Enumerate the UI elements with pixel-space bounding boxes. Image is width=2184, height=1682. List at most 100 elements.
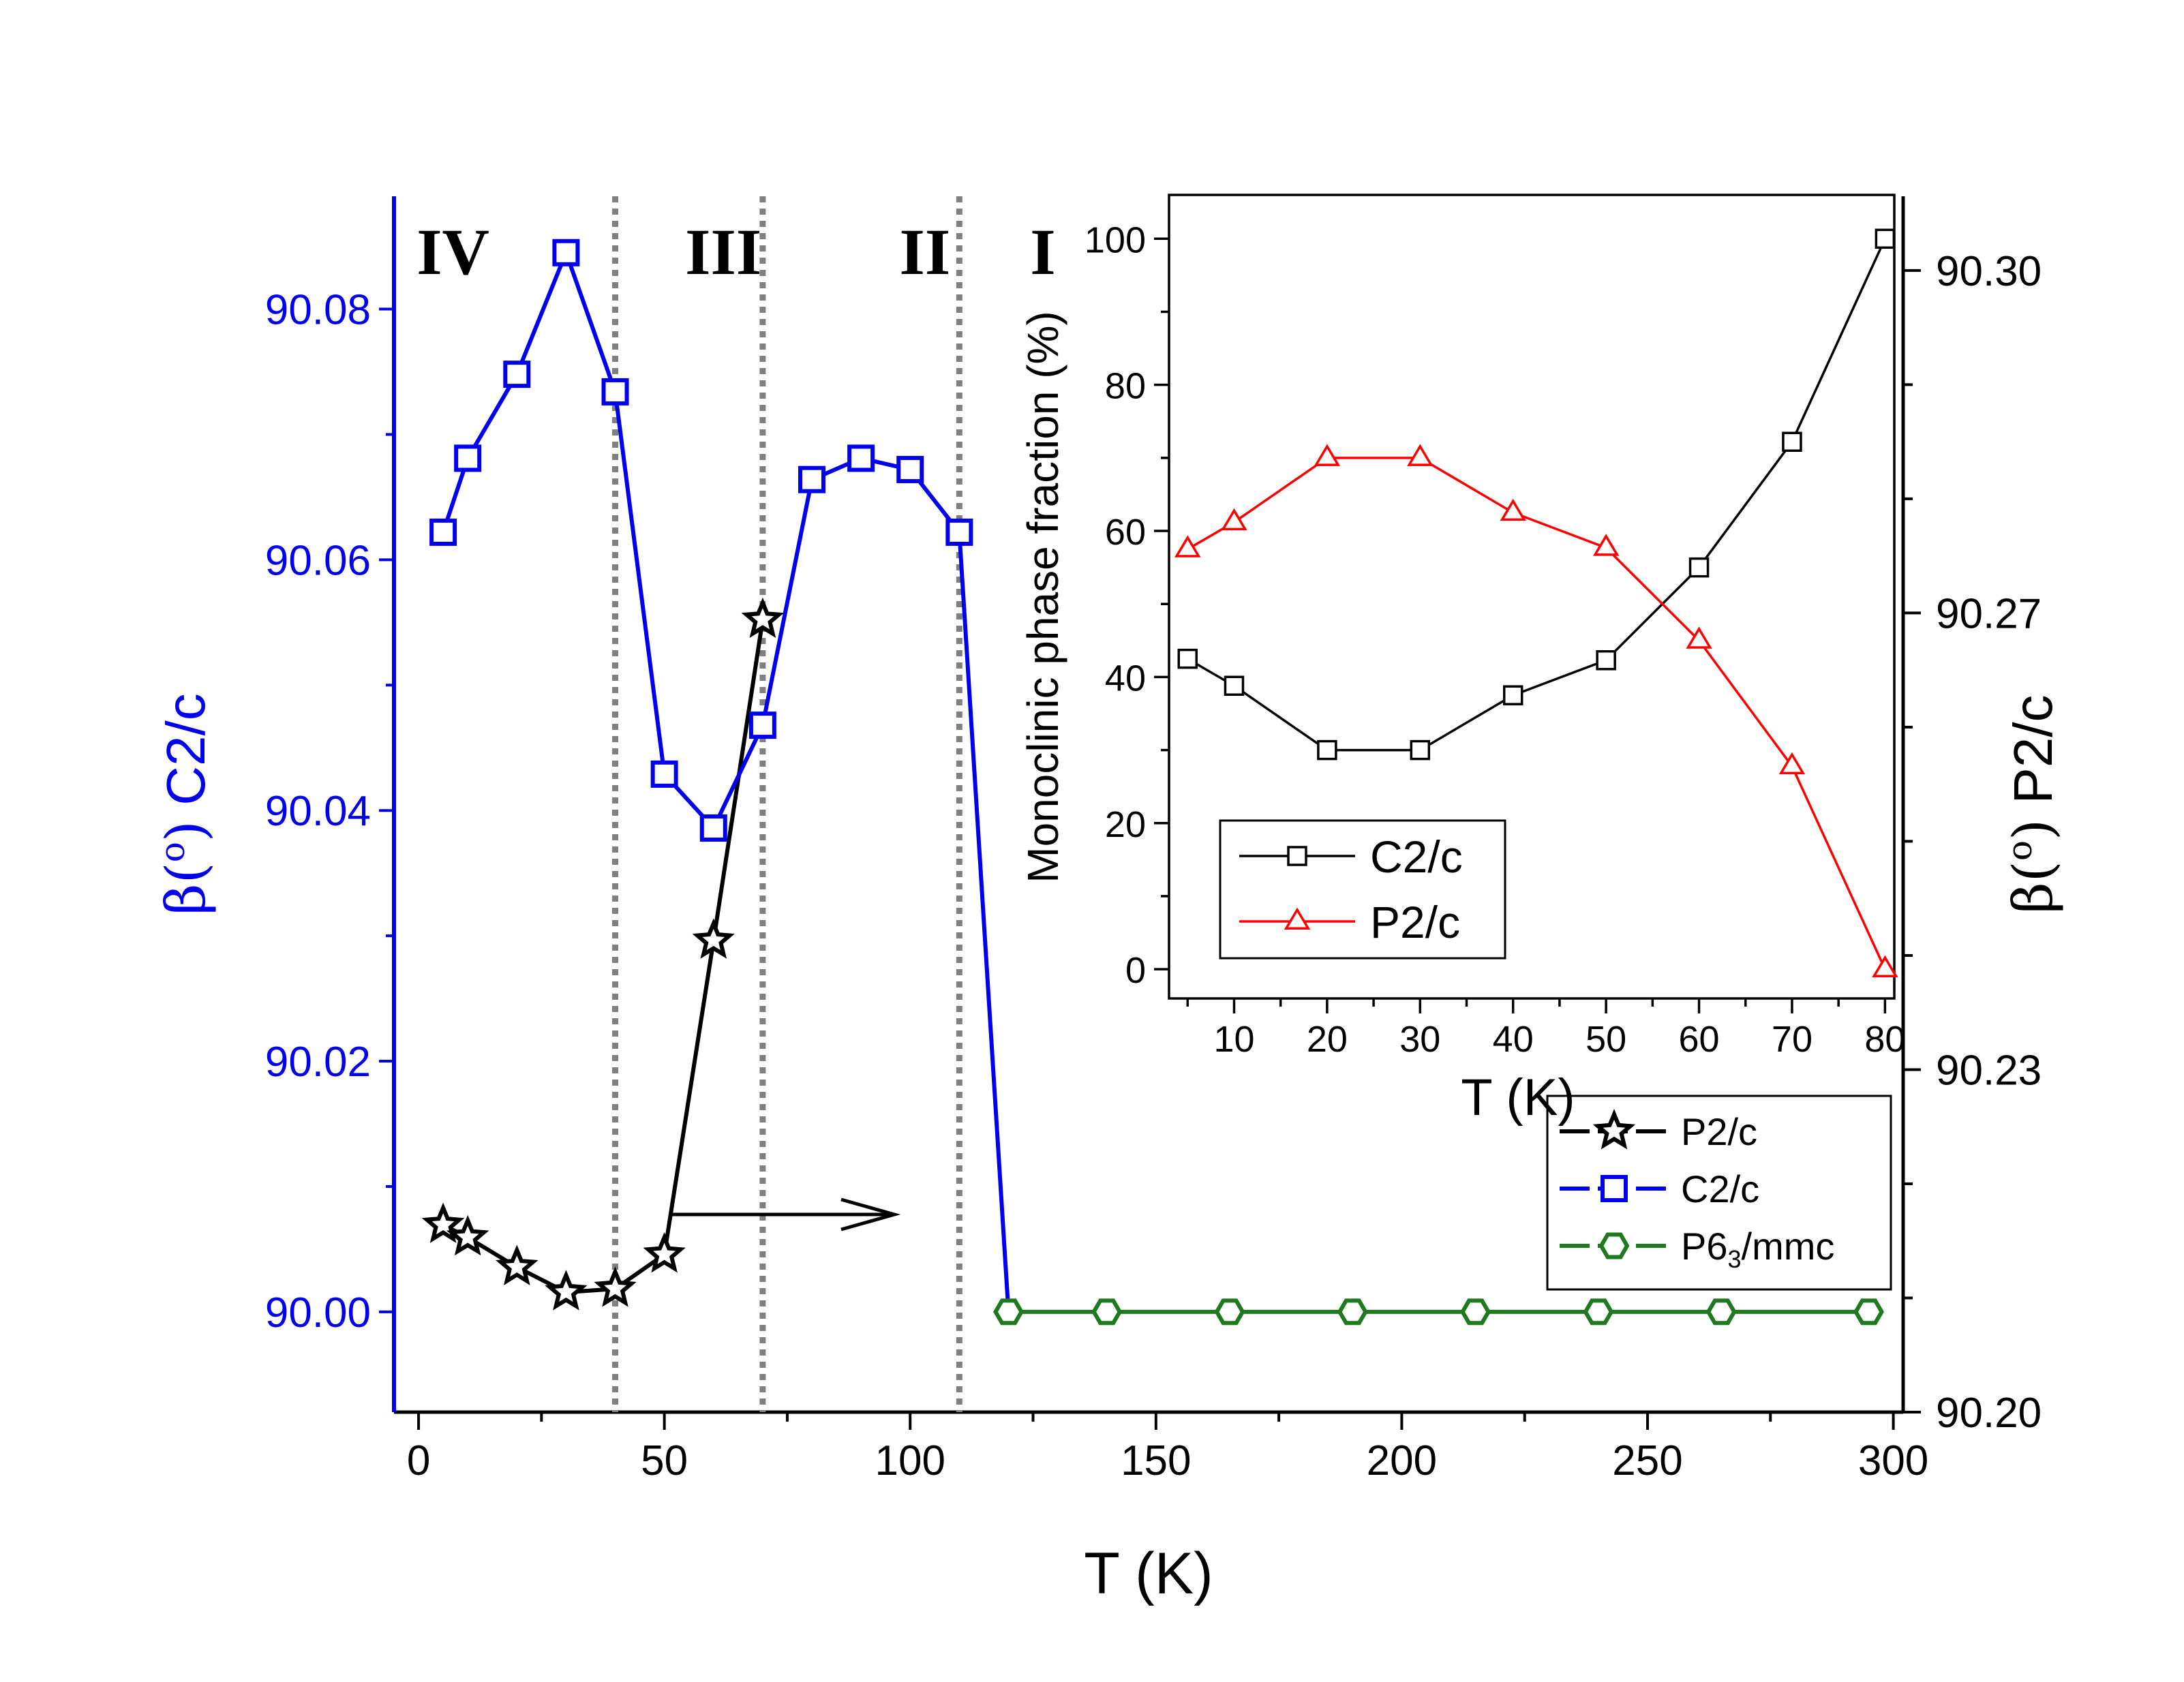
data-point — [1460, 1298, 1491, 1326]
data-point — [1337, 1298, 1368, 1326]
y-left-tick-label: 90.02 — [265, 1039, 371, 1086]
y-title-close: ) — [2001, 819, 2065, 840]
data-point — [503, 361, 531, 388]
y-right-tick-label: 90.20 — [1936, 1390, 2042, 1437]
inset-y-tick-label: 100 — [1085, 219, 1146, 260]
legend-marker — [1598, 1232, 1630, 1259]
y-right-axis-title: β(o) P2/c — [2000, 694, 2065, 913]
data-point — [496, 1244, 539, 1285]
inset-legend-box — [1219, 819, 1506, 960]
data-point — [741, 597, 785, 639]
data-point — [650, 760, 678, 788]
data-point — [1853, 1298, 1884, 1326]
data-point — [847, 444, 875, 472]
data-point — [699, 814, 727, 842]
y-left-tick-label: 90.06 — [265, 537, 371, 584]
legend-label-sub: 3 — [1728, 1245, 1742, 1273]
inset-y-tick-label: 40 — [1105, 658, 1146, 699]
region-label-IV: IV — [416, 215, 489, 288]
inset-x-tick-label: 70 — [1772, 1019, 1813, 1060]
x-tick-label: 100 — [875, 1437, 945, 1484]
data-point — [798, 465, 825, 493]
x-tick-label: 200 — [1367, 1437, 1437, 1484]
x-tick-label: 0 — [407, 1437, 430, 1484]
data-point — [446, 1214, 489, 1256]
inset-x-tick-label: 50 — [1586, 1019, 1626, 1060]
legend-marker — [1592, 1109, 1636, 1150]
data-point — [1091, 1298, 1123, 1326]
legend-label-base: P6 — [1681, 1225, 1728, 1268]
inset-y-tick-label: 20 — [1105, 804, 1146, 845]
inset-x-tick-label: 40 — [1493, 1019, 1534, 1060]
inset-y-tick-label: 0 — [1125, 950, 1146, 991]
data-point — [429, 518, 457, 546]
y-left-tick-label: 90.08 — [265, 287, 371, 334]
inset-data-point — [1592, 534, 1620, 556]
inset-data-point — [1314, 444, 1341, 466]
series-0 — [421, 597, 785, 1311]
data-point — [643, 1232, 686, 1273]
legend-label-tail: /mmc — [1742, 1225, 1835, 1268]
x-tick-label: 150 — [1121, 1437, 1191, 1484]
data-point — [748, 712, 776, 739]
inset-series-0 — [1177, 228, 1896, 761]
y-left-tick-label: 90.00 — [265, 1289, 371, 1336]
inset-data-point — [1224, 675, 1245, 697]
inset-data-point — [1410, 739, 1431, 761]
legend-label: P63/mmc — [1681, 1225, 1834, 1273]
y-right-tick-label: 90.30 — [1936, 248, 2042, 295]
y-title-symbol: β( — [154, 862, 217, 915]
y-right-tick-label: 90.23 — [1936, 1047, 2042, 1094]
data-point — [692, 918, 735, 959]
y-title-degree: o — [153, 842, 192, 862]
series-line — [442, 620, 765, 1295]
inset-data-point — [1872, 955, 1898, 978]
inset-data-point — [1500, 498, 1526, 521]
data-point — [1214, 1298, 1245, 1326]
main-legend: P2/c C2/c P63/mmc — [1546, 1095, 1892, 1291]
legend-marker — [1601, 1175, 1628, 1202]
annotation-arrow-head — [840, 1197, 901, 1232]
inset-x-tick-label: 30 — [1399, 1019, 1440, 1060]
inset-legend-label: P2/c — [1370, 897, 1460, 947]
inset-legend: C2/c P2/c — [1219, 819, 1506, 960]
data-point — [594, 1266, 637, 1307]
inset-legend-marker — [1284, 907, 1311, 930]
inset-x-tick-label: 20 — [1307, 1019, 1348, 1060]
y-title-symbol: β( — [2001, 861, 2065, 913]
x-tick-label: 250 — [1612, 1437, 1682, 1484]
data-point — [993, 1298, 1024, 1326]
inset-data-point — [1407, 444, 1434, 466]
y-title-text: P2/c — [2003, 694, 2063, 819]
inset-data-point — [1221, 508, 1247, 531]
region-label-II: II — [900, 215, 951, 288]
inset-data-point — [1686, 626, 1712, 649]
data-point — [1583, 1298, 1614, 1326]
x-tick-label: 300 — [1858, 1437, 1928, 1484]
inset-data-point — [1177, 648, 1198, 669]
inset-y-tick-label: 80 — [1105, 366, 1146, 407]
inset-legend-label: C2/c — [1370, 831, 1463, 882]
y-title-degree: o — [2000, 840, 2039, 861]
data-point — [601, 378, 629, 406]
inset-x-tick-label: 80 — [1864, 1019, 1905, 1060]
inset-frame — [1168, 194, 1896, 1000]
y-right-tick-label: 90.27 — [1936, 590, 2042, 637]
inset-data-point — [1317, 739, 1337, 761]
legend-label: C2/c — [1681, 1167, 1759, 1210]
legend-label: P2/c — [1681, 1110, 1757, 1153]
y-title-close: ) — [154, 821, 217, 842]
series-1 — [429, 239, 1011, 1313]
y-left-tick-label: 90.04 — [265, 788, 371, 835]
inset-series-1 — [1174, 444, 1898, 978]
data-point — [545, 1270, 588, 1311]
region-label-III: III — [685, 215, 761, 288]
data-point — [896, 455, 924, 483]
inset-x-axis-title: T (K) — [1461, 1069, 1575, 1127]
data-point — [552, 239, 580, 266]
y-left-axis-title: β(o) C2/c — [153, 693, 217, 915]
series-2 — [993, 1298, 1884, 1326]
x-tick-label: 50 — [641, 1437, 688, 1484]
